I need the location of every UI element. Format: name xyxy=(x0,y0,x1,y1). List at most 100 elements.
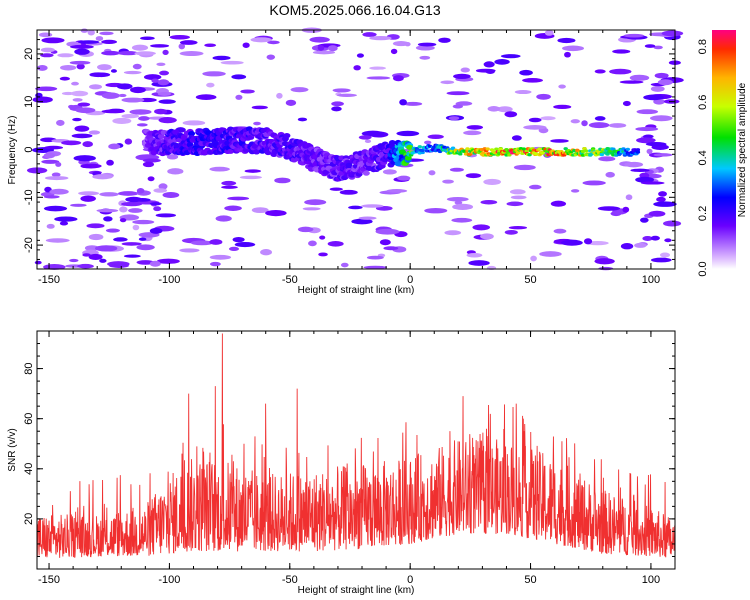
spectrogram-cell xyxy=(417,42,437,47)
spectrogram-cell xyxy=(636,137,656,144)
spectrogram-cell xyxy=(49,188,69,195)
spectrogram-cell xyxy=(440,80,455,85)
spectrogram-cell xyxy=(69,60,91,65)
spectrogram-cell xyxy=(82,253,91,257)
spectrogram-cell xyxy=(640,181,665,185)
spectrogram-cell xyxy=(331,106,342,112)
spectrogram-cell xyxy=(121,113,140,119)
spectrogram-cell xyxy=(508,226,528,230)
spectrogram-cell xyxy=(61,140,82,146)
spectrogram-cell xyxy=(519,69,533,76)
y-tick-label: -10 xyxy=(23,189,35,205)
spectrogram-cell xyxy=(99,258,107,263)
spectrogram-cell xyxy=(125,196,143,203)
spectrogram-cell xyxy=(157,133,165,139)
snr-x-axis: -150 -100 -50 0 50 100 xyxy=(38,331,676,586)
spectrogram-cell xyxy=(239,175,262,180)
spectrogram-cell xyxy=(362,170,370,176)
spectrogram-cell xyxy=(274,177,291,184)
spectrogram-cell xyxy=(417,145,422,149)
spectrogram-cell xyxy=(356,53,364,58)
spectrogram-cell xyxy=(72,98,83,102)
colorbar-tick-label: 0.8 xyxy=(697,39,709,54)
spectrogram-cell xyxy=(527,153,532,157)
spectrogram-cell xyxy=(630,168,650,173)
spectrogram-cell xyxy=(209,239,223,245)
spectrogram-cell xyxy=(635,150,641,154)
spectrogram-cell xyxy=(253,148,261,155)
spectrogram-cell xyxy=(55,162,62,167)
spectrogram-cell xyxy=(80,164,92,169)
spectrogram-cell xyxy=(69,44,94,49)
spectrogram-cell xyxy=(536,93,551,100)
spectrogram-cell xyxy=(605,171,615,178)
spectrogram-cell xyxy=(444,230,462,236)
spectrogram-cell xyxy=(131,44,149,51)
y-tick-label: 80 xyxy=(23,362,35,374)
spectrogram-cell xyxy=(124,138,133,145)
spectrogram-cell xyxy=(329,187,343,191)
spectrogram-cell xyxy=(43,195,60,199)
spectrogram-cell xyxy=(99,192,119,197)
spectrogram-cell xyxy=(195,94,217,100)
spectrogram-cell xyxy=(540,151,545,155)
spectrogram-cell xyxy=(78,191,100,196)
colorbar-tick-label: 0.4 xyxy=(697,150,709,165)
spectrogram-cell xyxy=(45,238,70,243)
spectrogram-cell xyxy=(625,194,633,201)
spectrogram-cell xyxy=(450,146,456,150)
spectrogram-cell xyxy=(511,135,522,141)
spectrogram-cell xyxy=(109,263,129,268)
spectrogram-cell xyxy=(375,228,400,235)
spectrogram-cell xyxy=(451,217,473,223)
spectrogram-cell xyxy=(629,74,650,81)
spectrogram-cell xyxy=(297,117,308,122)
spectrogram-cell xyxy=(608,123,627,128)
spectrogram-cell xyxy=(386,189,408,193)
spectrogram-cell xyxy=(642,236,653,242)
y-tick-label: -20 xyxy=(23,237,35,253)
spectrogram-cell xyxy=(388,139,396,146)
spectrogram-cell xyxy=(77,263,94,269)
spectrogram-cell xyxy=(106,159,114,166)
spectrogram-cell xyxy=(635,176,655,183)
spectrogram-cell xyxy=(285,99,297,106)
spectrogram-cell xyxy=(415,45,435,51)
spectrogram-cell xyxy=(485,69,495,75)
spectrogram-cell xyxy=(494,58,510,65)
spectrogram-cell xyxy=(202,71,226,77)
spectrogram-cell xyxy=(43,205,68,212)
x-tick-label: -50 xyxy=(282,274,298,286)
spectrogram-cell xyxy=(504,111,518,118)
spectrogram-cell xyxy=(657,79,673,86)
spectrogram-cell xyxy=(327,45,338,52)
spectrogram-cell xyxy=(95,36,104,41)
spectrogram-cell xyxy=(84,245,100,251)
spectrogram-cell xyxy=(209,254,232,260)
figure-title: KOM5.2025.066.16.04.G13 xyxy=(269,2,440,18)
spectrogram-cell xyxy=(44,176,69,181)
spectrogram-cell xyxy=(424,140,432,145)
spectrogram-cell xyxy=(221,185,238,189)
spectrogram-cell xyxy=(332,88,351,93)
x-tick-label: -150 xyxy=(38,274,60,286)
spectrogram-cell xyxy=(215,215,232,222)
spectrogram-cell xyxy=(153,188,168,193)
spectrogram-cell xyxy=(622,100,631,107)
spectrogram-cell xyxy=(59,221,69,226)
spectrogram-cell xyxy=(88,233,104,241)
spectrogram-cell xyxy=(463,130,482,136)
spectrogram-cell xyxy=(179,40,198,45)
spectrogram-cell xyxy=(138,237,147,241)
spectrogram-cell xyxy=(366,76,391,80)
y-tick-label: 20 xyxy=(23,48,35,60)
spectrogram-cell xyxy=(594,69,606,74)
spectrogram-cell xyxy=(424,208,448,214)
spectrogram-y-label: Frequency (Hz) xyxy=(7,116,18,185)
spectrogram-cell xyxy=(290,87,309,93)
spectrogram-cell xyxy=(116,83,133,90)
spectrogram-cell xyxy=(622,206,630,213)
spectrogram-cell xyxy=(496,106,513,113)
spectrogram-cell xyxy=(40,53,54,58)
